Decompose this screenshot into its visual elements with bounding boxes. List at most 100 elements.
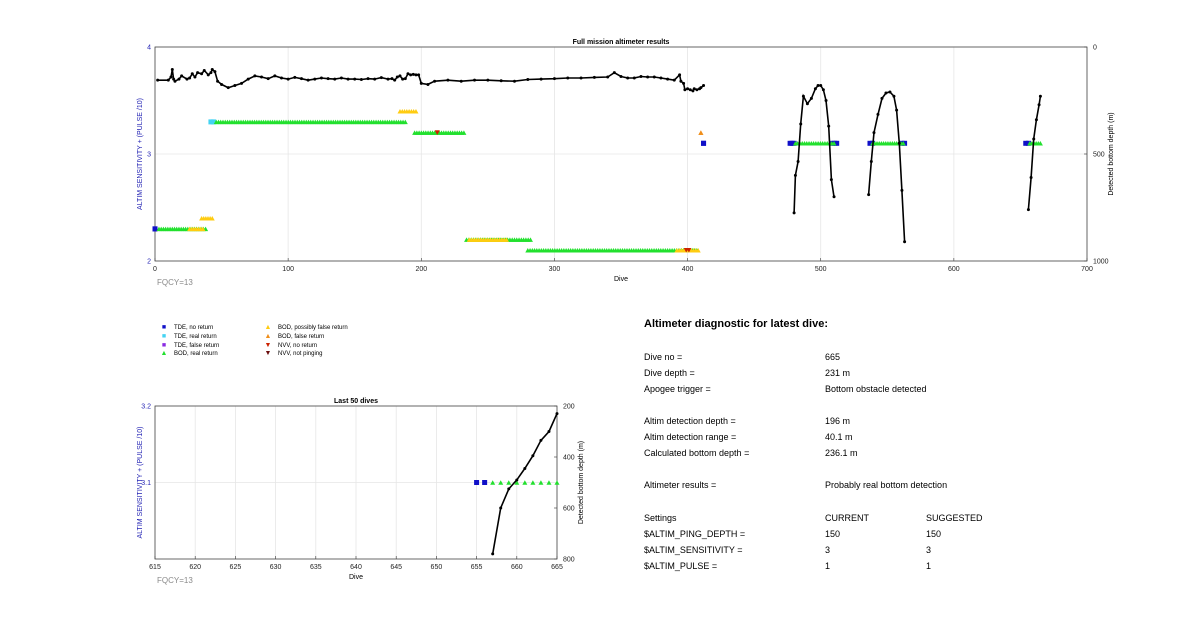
bottom-depth-point	[547, 430, 551, 433]
diag-label: Calculated bottom depth =	[644, 448, 750, 458]
diag-value: Bottom obstacle detected	[825, 384, 927, 394]
bottom-depth-point	[373, 77, 377, 81]
bottom-depth-point	[566, 76, 570, 80]
marker-point	[900, 141, 906, 146]
marker-point	[701, 140, 707, 146]
marker-point	[791, 140, 797, 146]
bottom-depth-point	[406, 72, 410, 76]
legend-label: NVV, not pinging	[278, 351, 323, 358]
bottom-depth-point	[682, 81, 686, 85]
bottom-depth-point	[233, 84, 237, 88]
bottom-depth-point	[246, 77, 250, 81]
bottom-depth-point	[173, 79, 177, 83]
last-50-dives-chart: 615 620 625 630 635 640 645 650 655 660 665 3.1 3.2 2…	[137, 398, 585, 585]
bottom-depth-point	[799, 122, 803, 126]
x-axis-label: Dive	[614, 276, 628, 283]
marker-point	[152, 226, 158, 232]
x-tick-label: 300	[549, 266, 561, 273]
bottom-depth-point	[333, 77, 337, 81]
series-bod-real-return	[490, 480, 560, 485]
bottom-depth-point	[366, 77, 370, 81]
bottom-depth-point	[426, 82, 430, 86]
bottom-depth-point	[433, 79, 437, 83]
marker-point	[1037, 141, 1043, 146]
settings-header-row: Settings CURRENT SUGGESTED	[644, 513, 1064, 525]
bottom-depth-point	[646, 75, 650, 79]
bottom-depth-point	[398, 74, 402, 78]
bottom-depth-point	[411, 72, 415, 76]
diag-value: Probably real bottom detection	[825, 480, 948, 490]
y2-axis-label: Detected bottom depth (m)	[1108, 112, 1115, 195]
y2-tick-label: 800	[563, 557, 575, 564]
legend-item: ▼ NVV, not pinging	[264, 350, 323, 358]
bottom-depth-point	[180, 74, 184, 78]
marker-point	[413, 108, 419, 114]
settings-row-sensitivity: $ALTIM_SENSITIVITY = 3 3	[644, 545, 1064, 557]
y2-tick-label: 1000	[1093, 259, 1109, 266]
bottom-depth-point	[379, 76, 383, 80]
diag-label: Apogee trigger =	[644, 384, 711, 394]
triangle-down-marker-icon: ▼	[264, 350, 272, 358]
triangle-marker-icon: ▲	[264, 332, 272, 340]
marker-point	[461, 130, 467, 135]
legend-label: NVV, no return	[278, 342, 318, 349]
bottom-depth-point	[386, 77, 390, 81]
setting-suggested: 1	[926, 561, 932, 571]
bottom-depth-point	[679, 79, 683, 83]
frequency-note: FQCY=13	[157, 576, 193, 585]
bottom-depth-point	[619, 75, 623, 79]
bottom-depth-point	[353, 77, 357, 81]
marker-point	[522, 480, 528, 485]
marker-point	[209, 215, 215, 221]
bottom-depth-point	[473, 78, 477, 82]
diag-label: Altim detection depth =	[644, 416, 736, 426]
x-tick-label: 655	[471, 564, 483, 571]
bottom-depth-point	[539, 77, 543, 81]
marker-point	[498, 480, 504, 485]
x-tick-label: 635	[310, 564, 322, 571]
bottom-depth-point	[512, 79, 516, 83]
bottom-depth-point	[832, 195, 836, 199]
y-tick-label: 3	[147, 152, 151, 159]
bottom-depth-point	[507, 487, 511, 491]
bottom-depth-point	[459, 79, 463, 83]
legend-item: ▲ BOD, possibly false return	[264, 324, 348, 332]
marker-point	[834, 140, 840, 146]
bottom-depth-point	[193, 75, 197, 79]
bottom-depth-point	[592, 75, 596, 79]
y-tick-label: 3.2	[141, 404, 151, 411]
marker-point	[503, 237, 509, 242]
bottom-depth-point	[491, 552, 495, 556]
bottom-depth-point	[196, 71, 200, 75]
bottom-depth-point	[827, 124, 831, 128]
marker-point	[506, 480, 512, 485]
series-bod-possibly-false-return	[187, 108, 701, 253]
series-nvv-no-return	[434, 130, 692, 253]
bottom-depth-point	[691, 89, 695, 93]
marker-point	[1025, 140, 1031, 146]
y-tick-label: 3.1	[141, 480, 151, 487]
bottom-depth-point	[801, 94, 805, 98]
bottom-depth-point	[692, 87, 696, 91]
triangle-marker-icon: ▲	[160, 350, 168, 358]
bottom-depth-point	[409, 73, 413, 77]
bottom-depth-point	[395, 75, 399, 79]
bottom-depth-point	[279, 76, 283, 80]
bottom-depth-point	[699, 86, 703, 90]
bottom-depth-point	[206, 73, 210, 77]
bottom-depth-point	[880, 96, 884, 100]
bottom-depth-line	[1027, 96, 1042, 210]
diagnostic-title: Altimeter diagnostic for latest dive:	[644, 318, 828, 330]
y-axis-label: ALTIM SENSITIVITY + (PULSE /10)	[137, 98, 144, 210]
marker-point	[482, 480, 488, 485]
bottom-depth-point	[552, 77, 556, 81]
bottom-depth-point	[895, 108, 899, 112]
settings-header-current: CURRENT	[825, 513, 869, 523]
y2-tick-label: 600	[563, 506, 575, 513]
x-tick-label: 620	[189, 564, 201, 571]
diag-value: 665	[825, 352, 841, 362]
bottom-depth-point	[792, 211, 796, 215]
marker-point	[474, 480, 480, 485]
x-tick-label: 615	[149, 564, 161, 571]
y2-tick-label: 400	[563, 455, 575, 462]
